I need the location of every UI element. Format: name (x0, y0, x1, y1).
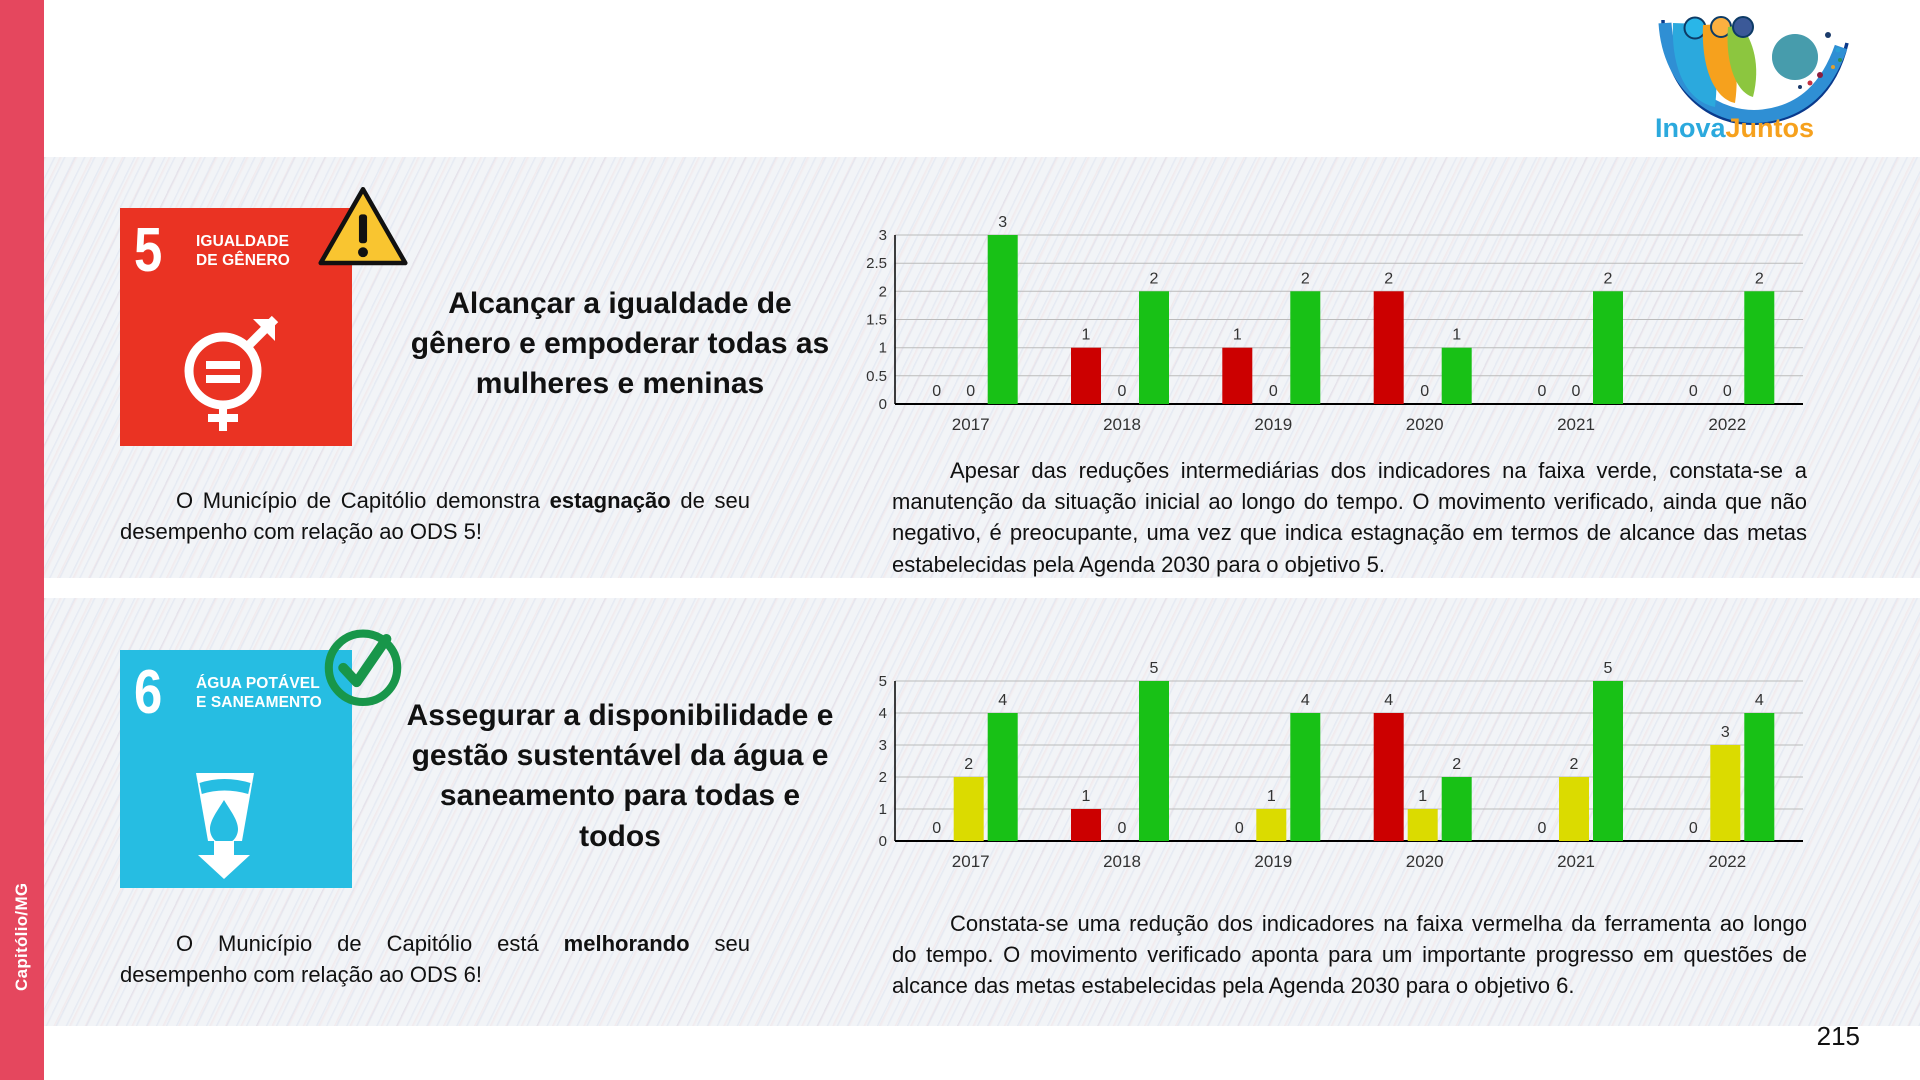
svg-text:2: 2 (1604, 270, 1613, 287)
svg-text:1: 1 (1452, 327, 1461, 344)
svg-text:0: 0 (1235, 820, 1244, 837)
svg-text:5: 5 (879, 673, 887, 690)
svg-text:0: 0 (879, 396, 887, 413)
svg-text:2022: 2022 (1708, 852, 1746, 871)
svg-text:4: 4 (1384, 692, 1393, 709)
svg-text:2022: 2022 (1708, 415, 1746, 434)
svg-text:1: 1 (1082, 788, 1091, 805)
svg-text:1: 1 (1082, 327, 1091, 344)
svg-text:2020: 2020 (1406, 415, 1444, 434)
svg-text:0: 0 (1420, 383, 1429, 400)
svg-text:2: 2 (1570, 756, 1579, 773)
svg-text:0: 0 (879, 833, 887, 850)
svg-text:3: 3 (879, 737, 887, 754)
svg-text:0: 0 (1538, 383, 1547, 400)
svg-text:2018: 2018 (1103, 852, 1141, 871)
svg-text:0: 0 (1269, 383, 1278, 400)
svg-text:3: 3 (879, 227, 887, 244)
svg-text:2019: 2019 (1254, 415, 1292, 434)
svg-text:2020: 2020 (1406, 852, 1444, 871)
svg-text:0: 0 (1723, 383, 1732, 400)
svg-text:4: 4 (879, 705, 887, 722)
svg-text:0: 0 (1118, 383, 1127, 400)
svg-text:2: 2 (1301, 270, 1310, 287)
svg-text:1: 1 (1233, 327, 1242, 344)
svg-text:1: 1 (1267, 788, 1276, 805)
svg-text:0: 0 (1538, 820, 1547, 837)
svg-text:2.5: 2.5 (866, 255, 887, 272)
svg-text:0: 0 (932, 820, 941, 837)
svg-text:2: 2 (1452, 756, 1461, 773)
svg-text:2: 2 (1384, 270, 1393, 287)
svg-text:2: 2 (879, 769, 887, 786)
svg-text:2017: 2017 (952, 852, 990, 871)
svg-text:3: 3 (998, 214, 1007, 231)
svg-text:2: 2 (1755, 270, 1764, 287)
svg-text:2017: 2017 (952, 415, 990, 434)
svg-text:2021: 2021 (1557, 852, 1595, 871)
svg-text:2: 2 (879, 283, 887, 300)
svg-text:4: 4 (1755, 692, 1764, 709)
svg-text:1.5: 1.5 (866, 312, 887, 329)
svg-text:2019: 2019 (1254, 852, 1292, 871)
svg-text:1: 1 (1418, 788, 1427, 805)
svg-text:4: 4 (998, 692, 1007, 709)
svg-text:0.5: 0.5 (866, 368, 887, 385)
svg-text:0: 0 (1572, 383, 1581, 400)
svg-text:5: 5 (1604, 660, 1613, 677)
svg-text:2: 2 (1150, 270, 1159, 287)
svg-text:0: 0 (1689, 383, 1698, 400)
svg-text:2018: 2018 (1103, 415, 1141, 434)
svg-text:0: 0 (932, 383, 941, 400)
svg-text:3: 3 (1721, 724, 1730, 741)
svg-text:5: 5 (1150, 660, 1159, 677)
svg-text:0: 0 (966, 383, 975, 400)
svg-text:2: 2 (964, 756, 973, 773)
svg-text:2021: 2021 (1557, 415, 1595, 434)
svg-text:0: 0 (1118, 820, 1127, 837)
svg-text:1: 1 (879, 801, 887, 818)
svg-text:1: 1 (879, 340, 887, 357)
svg-text:4: 4 (1301, 692, 1310, 709)
svg-text:0: 0 (1689, 820, 1698, 837)
svg-text:InovaJuntos: InovaJuntos (1655, 113, 1814, 143)
